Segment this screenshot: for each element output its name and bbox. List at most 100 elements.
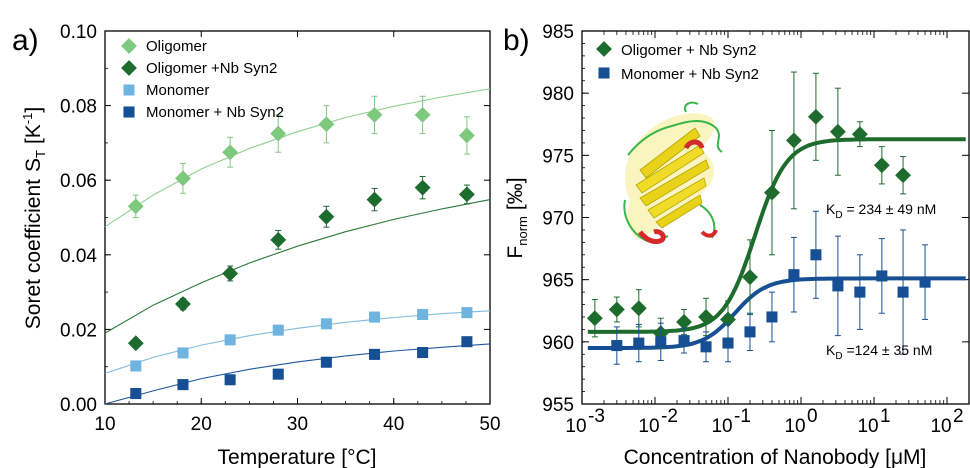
data-point xyxy=(271,126,286,141)
data-point xyxy=(655,336,666,347)
data-point xyxy=(321,318,332,329)
data-point xyxy=(461,307,472,318)
data-point xyxy=(808,109,823,124)
panel-a-ylabel-sym: S xyxy=(22,158,45,172)
panel-a-ylabel-main: Soret coefficient xyxy=(22,179,45,329)
panel-a-fits xyxy=(105,89,490,404)
panel-a-points xyxy=(128,96,474,399)
data-point xyxy=(876,270,887,281)
data-point xyxy=(609,302,624,317)
data-point xyxy=(701,341,712,352)
fit-curve xyxy=(105,200,490,334)
data-point xyxy=(587,311,602,326)
data-point xyxy=(415,180,430,195)
data-point xyxy=(788,269,799,280)
data-point xyxy=(225,334,236,345)
y-tick-label: 970 xyxy=(542,209,574,230)
legend-label: Monomer xyxy=(146,82,209,99)
data-point xyxy=(854,287,865,298)
panel-b-label: b) xyxy=(503,24,530,57)
x-tick-exponent: 0 xyxy=(807,406,818,427)
data-point xyxy=(679,335,690,346)
x-tick-label: 10 xyxy=(784,416,805,437)
protein-structure-inset xyxy=(624,103,722,242)
legend-marker xyxy=(122,61,137,76)
panel-b-ylabel: Fnorm[‰] xyxy=(504,177,530,258)
panel-a-ylabel-unit-open: [K xyxy=(22,124,45,144)
data-point xyxy=(459,187,474,202)
data-point xyxy=(225,374,236,385)
data-point xyxy=(273,369,284,380)
data-point xyxy=(810,249,821,260)
panel-b-ylabel-sub: norm xyxy=(515,216,530,246)
x-tick-exponent: -1 xyxy=(734,406,751,427)
kd-monomer-value: =124 ± 35 nM xyxy=(843,342,933,358)
data-point xyxy=(415,107,430,122)
panel-b: b) 10 -3 10 -2 10 -1 10 0 10 1 10 29559609659709759… xyxy=(503,22,969,468)
x-tick-label: 10 xyxy=(857,416,878,437)
data-point xyxy=(742,270,757,285)
data-point xyxy=(319,117,334,132)
data-point xyxy=(744,326,755,337)
legend-label: Monomer + Nb Syn2 xyxy=(621,66,759,83)
x-tick-label: 10 xyxy=(638,416,659,437)
x-tick-label: 10 xyxy=(94,414,115,435)
fit-curve xyxy=(105,344,490,404)
y-tick-label: 980 xyxy=(542,84,574,105)
y-tick-label: 0.00 xyxy=(60,395,97,416)
x-tick-label: 50 xyxy=(479,414,500,435)
legend-marker xyxy=(598,67,609,78)
data-point xyxy=(631,301,646,316)
kd-monomer-sub: D xyxy=(835,351,842,362)
y-tick-label: 0.06 xyxy=(60,171,97,192)
panel-a-ylabel-unit-close: ] xyxy=(22,107,45,113)
legend-label: Monomer + Nb Syn2 xyxy=(146,104,284,121)
data-point xyxy=(369,349,380,360)
data-point xyxy=(874,158,889,173)
panel-b-xlabel: Concentration of Nanobody [μM] xyxy=(624,446,927,468)
panel-b-legend: Oligomer + Nb Syn2 Monomer + Nb Syn2 xyxy=(597,42,759,84)
kd-annotation-oligomer: KD = 234 ± 49 nM xyxy=(826,201,936,221)
legend-marker xyxy=(123,106,134,117)
data-point xyxy=(177,379,188,390)
data-point xyxy=(128,336,143,351)
panel-a-ylabel-sub: T xyxy=(33,150,48,158)
panel-a-ylabel: Soret coefficient ST [K-1] xyxy=(20,107,48,329)
data-point xyxy=(459,128,474,143)
data-point xyxy=(128,199,143,214)
data-point xyxy=(832,280,843,291)
data-point xyxy=(920,277,931,288)
data-point xyxy=(175,171,190,186)
panel-a: a) 10 20 30 40 500.000.020.040.060.080.10 Ol… xyxy=(12,22,501,468)
legend-label: Oligomer +Nb Syn2 xyxy=(146,60,277,77)
panel-b-ylabel-main: F xyxy=(504,246,527,259)
data-point xyxy=(175,297,190,312)
panel-a-legend: Oligomer Oligomer +Nb Syn2 Monomer Monomer … xyxy=(122,38,284,121)
data-point xyxy=(786,133,801,148)
x-tick-label: 30 xyxy=(287,414,308,435)
legend-label: Oligomer xyxy=(146,38,207,55)
x-tick-exponent: -2 xyxy=(661,406,678,427)
legend-marker xyxy=(123,84,134,95)
data-point xyxy=(177,347,188,358)
y-tick-label: 985 xyxy=(542,22,574,43)
x-tick-label: 40 xyxy=(383,414,404,435)
data-point xyxy=(319,209,334,224)
kd-oligomer-value: = 234 ± 49 nM xyxy=(843,201,937,217)
data-point xyxy=(271,232,286,247)
y-tick-label: 955 xyxy=(542,395,574,416)
data-point xyxy=(461,336,472,347)
y-tick-label: 0.10 xyxy=(60,22,97,43)
x-tick-exponent: 2 xyxy=(953,406,964,427)
data-point xyxy=(417,309,428,320)
data-point xyxy=(611,340,622,351)
y-tick-label: 960 xyxy=(542,333,574,354)
data-point xyxy=(417,347,428,358)
data-point xyxy=(367,192,382,207)
x-tick-label: 10 xyxy=(711,416,732,437)
legend-marker xyxy=(597,42,612,57)
data-point xyxy=(130,388,141,399)
x-tick-exponent: -3 xyxy=(588,406,605,427)
kd-oligomer-sub: D xyxy=(835,210,842,221)
data-point xyxy=(722,338,733,349)
